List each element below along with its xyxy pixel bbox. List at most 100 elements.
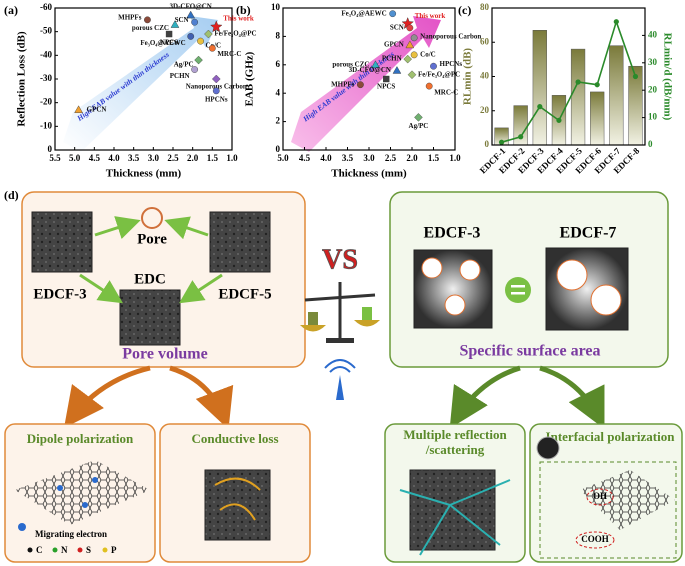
bar [609,45,624,146]
inset-box [539,461,677,559]
x-tick-label: 5.0 [277,153,289,163]
conduction-path [214,477,261,491]
point [165,30,173,38]
y-tick-label: 10 [271,2,281,12]
point [211,74,221,84]
arrow [539,365,605,429]
point [405,40,415,49]
x-tick-label: 3.0 [363,153,375,163]
line-point [632,73,639,80]
x-tick-label: 5.0 [69,153,81,163]
arrow [169,365,234,430]
point-label: Ag/PC [409,122,429,130]
point [425,82,433,90]
point [197,37,204,45]
point [371,60,380,69]
element-label: N [61,545,68,555]
x-tick-label: 3.0 [148,153,160,163]
y-tick-label: 6 [276,59,281,69]
point [407,70,417,80]
y-tick-label: -20 [40,97,52,107]
point-label: MRC-C [217,50,241,58]
y-tick-label: -60 [40,2,52,12]
point-label: porous CZC [132,24,169,32]
electron-icon [18,523,26,531]
line-point [556,117,562,123]
point [144,16,151,24]
x-tick-label: 1.0 [449,153,461,163]
y-tick-label: 0 [48,144,53,154]
element-label: S [86,545,91,555]
mechanism-title: Dipole polarization [27,431,134,446]
electron-label: Migrating electron [35,529,107,539]
x-tick-label: 4.5 [299,153,311,163]
cube [31,211,93,273]
y-tick-label: -30 [40,73,52,83]
panel-label: (c) [458,3,471,17]
mechanism-title: /scattering [425,442,485,457]
x-tick-label: 2.5 [167,153,179,163]
arrow [94,216,141,239]
pore [556,259,588,291]
point [208,44,216,52]
cube [209,211,271,273]
pore [421,257,443,279]
point [403,54,412,64]
line-point [594,82,600,88]
line-point [537,104,543,110]
point-label: Fe/Fe₃O₄@PC [214,30,256,38]
point-label: This work [223,15,254,23]
y-tick-label: 0 [485,139,490,149]
y-axis-label: Reflection Loss (dB) [16,31,28,127]
x-tick-label: 4.0 [108,153,120,163]
particle-icon [536,436,560,460]
point [383,75,390,83]
y-axis-label: EAB (GHz) [244,51,256,106]
point-label: SCN [390,23,404,31]
arrow [449,365,521,429]
point [74,105,83,113]
point-label: GPCN [87,105,107,113]
point-label: GPCN [384,41,404,49]
x-tick-label: 4.0 [320,153,332,163]
mechanism-title: Multiple reflection [403,427,507,442]
group-label: OH [593,491,607,501]
point [186,10,196,19]
y-tick-label: -10 [40,120,52,130]
point-label: Nanoporous Carbon [420,32,481,40]
x-axis-label: Thickness (mm) [106,168,182,180]
bar [570,48,586,146]
x-tick-label: 2.0 [187,153,199,163]
arrow [63,365,151,428]
point [194,55,203,65]
point [392,66,402,74]
line-point [613,19,619,25]
point-label: PCHN [170,72,190,80]
element-label: P [111,545,117,555]
y-tick-label: 80 [480,2,490,12]
y2-tick-label: 30 [648,57,658,67]
point [212,87,220,95]
point [210,20,223,33]
bar [590,91,605,146]
pore-label: Pore [137,231,167,247]
point [356,81,364,89]
point-label: This work [415,12,446,20]
point-label: Nanoporous Carbon [186,83,247,91]
pore [444,294,466,316]
point-label: 3D-CFO@CN [170,3,212,11]
y2-axis-label: RLmin/d (dB/mm) [661,33,673,121]
element-legend [27,547,108,553]
x-tick-label: 5.5 [49,153,61,163]
y-tick-label: 4 [276,87,281,97]
point-label: 3D-CFO@CN [349,66,391,74]
point [430,62,437,70]
graphene-sheet [15,460,150,525]
trend-arrow [291,16,441,152]
y-tick-label: 60 [480,36,490,46]
point-label: SCN [175,16,189,24]
point-label: Fe₃O₄@AEWC [140,39,185,47]
mechanism-title: Conductive loss [191,431,278,446]
point-label: MRC-C [434,89,458,97]
